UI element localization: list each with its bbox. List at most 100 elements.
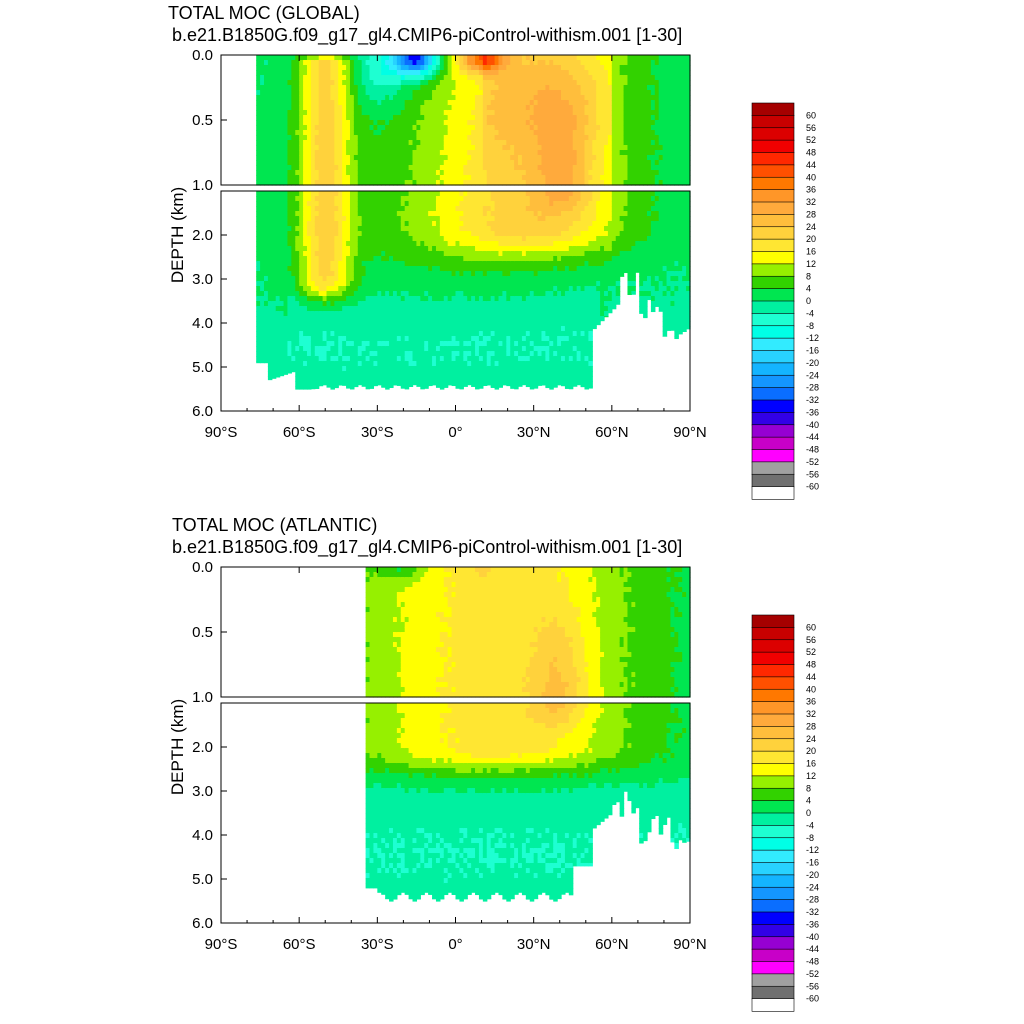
- colorbar-swatch: [751, 763, 795, 777]
- colorbar-swatch: [751, 862, 795, 876]
- colorbar-swatch: [751, 374, 795, 389]
- y-tick-label: 3.0: [192, 783, 213, 800]
- colorbar-label: -44: [806, 944, 819, 954]
- y-tick-label: 3.0: [192, 271, 213, 288]
- colorbar-swatch: [751, 313, 795, 327]
- colorbar-label: 8: [806, 271, 811, 281]
- colorbar-swatch: [751, 387, 795, 401]
- y-tick-label: 0.0: [192, 559, 213, 576]
- colorbar-swatch: [751, 911, 795, 925]
- colorbar-swatch: [751, 201, 795, 215]
- colorbar-swatch: [751, 726, 795, 740]
- y-tick-label: 0.5: [192, 112, 213, 129]
- x-tick-label: 90°N: [673, 936, 707, 953]
- colorbar-label: 48: [806, 660, 816, 670]
- colorbar-label: -44: [806, 432, 819, 442]
- colorbar-swatch: [751, 486, 795, 500]
- colorbar-label: 24: [806, 734, 816, 744]
- colorbar-swatch: [751, 337, 795, 352]
- colorbar-swatch: [751, 473, 795, 488]
- x-tick-label: 30°N: [517, 424, 551, 441]
- x-tick-label: 90°N: [673, 424, 707, 441]
- colorbar-swatch: [751, 961, 795, 975]
- y-axis-label: DEPTH (km): [168, 187, 187, 283]
- colorbar-swatch: [751, 787, 795, 802]
- colorbar-label: 56: [806, 635, 816, 645]
- colorbar-label: 60: [806, 622, 816, 632]
- x-tick-label: 60°N: [595, 936, 629, 953]
- colorbar-label: -36: [806, 407, 819, 417]
- x-tick-label: 90°S: [205, 936, 238, 953]
- colorbar-swatch: [751, 627, 795, 641]
- colorbar-label: 16: [806, 247, 816, 257]
- colorbar-label: -28: [806, 383, 819, 393]
- colorbar-label: -4: [806, 308, 814, 318]
- colorbar-label: -8: [806, 833, 814, 843]
- colorbar-swatch: [751, 948, 795, 963]
- colorbar-label: 44: [806, 160, 816, 170]
- colorbar-label: 20: [806, 746, 816, 756]
- colorbar-swatch: [751, 325, 795, 339]
- colorbar-swatch: [751, 614, 795, 628]
- colorbar-swatch: [751, 886, 795, 901]
- y-tick-label: 5.0: [192, 871, 213, 888]
- chart-title: TOTAL MOC (ATLANTIC): [172, 515, 378, 535]
- colorbar-label: 36: [806, 185, 816, 195]
- colorbar-swatch: [751, 164, 795, 178]
- colorbar-label: 36: [806, 697, 816, 707]
- colorbar-label: -40: [806, 932, 819, 942]
- colorbar-swatch: [751, 412, 795, 426]
- colorbar-swatch: [751, 701, 795, 715]
- y-axis-label: DEPTH (km): [168, 699, 187, 795]
- colorbar-swatch: [751, 825, 795, 839]
- colorbar-swatch: [751, 812, 795, 826]
- y-tick-label: 4.0: [192, 827, 213, 844]
- colorbar-label: 0: [806, 808, 811, 818]
- colorbar-label: -52: [806, 969, 819, 979]
- colorbar-swatch: [751, 251, 795, 265]
- colorbar-swatch: [751, 362, 795, 376]
- colorbar-swatch: [751, 837, 795, 851]
- colorbar-swatch: [751, 214, 795, 228]
- x-tick-label: 60°S: [283, 424, 316, 441]
- colorbar-label: -12: [806, 333, 819, 343]
- panel-atlantic-moc: TOTAL MOC (ATLANTIC) b.e21.B1850G.f09_g1…: [0, 512, 1024, 1024]
- chart-title: TOTAL MOC (GLOBAL): [168, 3, 360, 23]
- colorbar-swatch: [751, 115, 795, 129]
- colorbar-swatch: [751, 449, 795, 463]
- y-tick-label: 0.5: [192, 624, 213, 641]
- colorbar-swatch: [751, 152, 795, 166]
- colorbar-swatch: [751, 288, 795, 302]
- colorbar-swatch: [751, 800, 795, 814]
- chart-subtitle: b.e21.B1850G.f09_g17_gl4.CMIP6-piControl…: [172, 25, 683, 45]
- colorbar-swatch: [751, 998, 795, 1012]
- colorbar-label: -60: [806, 994, 819, 1004]
- colorbar-label: 20: [806, 234, 816, 244]
- colorbar-label: -8: [806, 321, 814, 331]
- colorbar-swatch: [751, 226, 795, 240]
- colorbar-label: -56: [806, 981, 819, 991]
- colorbar-swatch: [751, 849, 795, 864]
- colorbar-label: 48: [806, 148, 816, 158]
- x-tick-label: 0°: [448, 424, 462, 441]
- y-tick-label: 6.0: [192, 915, 213, 932]
- colorbar-swatch: [751, 899, 795, 913]
- colorbar-label: -4: [806, 820, 814, 830]
- y-tick-label: 2.0: [192, 739, 213, 756]
- colorbar-swatch: [751, 275, 795, 290]
- colorbar-swatch: [751, 738, 795, 752]
- colorbar-label: -48: [806, 445, 819, 455]
- colorbar-label: -16: [806, 346, 819, 356]
- colorbar-label: 4: [806, 796, 811, 806]
- colorbar-label: 40: [806, 684, 816, 694]
- colorbar-swatch: [751, 350, 795, 364]
- colorbar-swatch: [751, 874, 795, 888]
- colorbar-label: 56: [806, 123, 816, 133]
- colorbar-swatch: [751, 973, 795, 987]
- x-tick-label: 30°S: [361, 424, 394, 441]
- colorbar-label: 16: [806, 759, 816, 769]
- colorbar-swatch: [751, 985, 795, 1000]
- colorbar-swatch: [751, 461, 795, 475]
- colorbar-swatch: [751, 424, 795, 438]
- x-tick-label: 60°N: [595, 424, 629, 441]
